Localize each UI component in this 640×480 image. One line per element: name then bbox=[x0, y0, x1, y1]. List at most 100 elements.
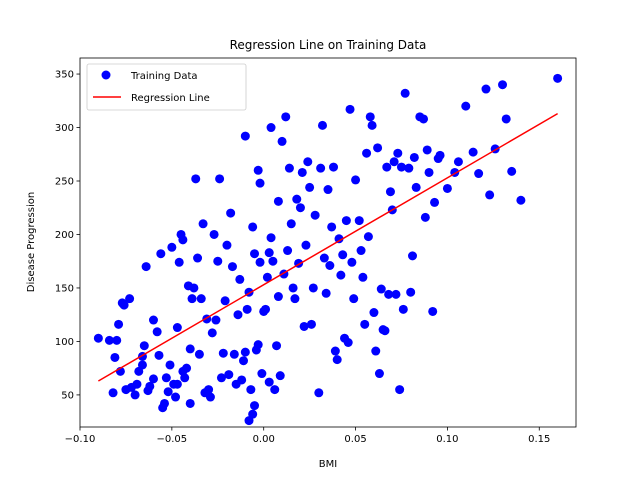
data-point bbox=[255, 178, 265, 188]
data-point bbox=[424, 167, 434, 177]
data-point bbox=[194, 349, 204, 359]
data-point bbox=[246, 385, 256, 395]
data-point bbox=[338, 250, 348, 260]
data-point bbox=[385, 187, 395, 197]
data-point bbox=[178, 235, 188, 245]
data-point bbox=[226, 208, 236, 218]
data-point bbox=[242, 304, 252, 314]
data-point bbox=[367, 120, 377, 130]
y-axis-label: Disease Progression bbox=[26, 192, 37, 292]
y-tick-label: 50 bbox=[61, 390, 74, 401]
data-point bbox=[239, 356, 248, 366]
data-point bbox=[400, 88, 410, 98]
x-tick-label: −0.10 bbox=[65, 434, 96, 445]
data-point bbox=[374, 369, 384, 379]
data-point bbox=[329, 162, 339, 172]
data-point bbox=[345, 104, 355, 114]
data-point bbox=[250, 249, 260, 259]
data-point bbox=[419, 114, 429, 124]
x-tick-label: −0.05 bbox=[157, 434, 188, 445]
data-point bbox=[389, 157, 399, 167]
data-point bbox=[222, 240, 232, 250]
data-point bbox=[380, 326, 390, 336]
data-point bbox=[93, 333, 103, 343]
data-point bbox=[264, 248, 274, 258]
data-point bbox=[314, 388, 324, 398]
data-point bbox=[371, 346, 381, 356]
data-point bbox=[248, 222, 258, 232]
data-point bbox=[204, 385, 214, 395]
data-point bbox=[270, 385, 280, 395]
data-point bbox=[207, 328, 217, 338]
data-point bbox=[306, 319, 316, 329]
data-point bbox=[211, 315, 221, 325]
data-point bbox=[382, 162, 392, 172]
data-point bbox=[220, 296, 230, 306]
data-point bbox=[233, 310, 243, 320]
data-point bbox=[354, 216, 364, 226]
legend-marker-training-data bbox=[101, 70, 111, 80]
data-point bbox=[235, 274, 245, 284]
data-point bbox=[229, 349, 239, 359]
data-point bbox=[139, 341, 149, 351]
data-point bbox=[119, 300, 129, 310]
regression-line-layer bbox=[97, 112, 559, 382]
data-point bbox=[261, 304, 271, 314]
data-point bbox=[474, 169, 484, 179]
data-point bbox=[130, 390, 140, 400]
data-point bbox=[114, 319, 124, 329]
data-point bbox=[104, 335, 114, 345]
y-tick-label: 200 bbox=[55, 230, 74, 241]
data-point bbox=[330, 346, 340, 356]
axes-frame bbox=[79, 57, 577, 428]
data-point bbox=[255, 257, 265, 267]
data-point bbox=[237, 375, 247, 385]
data-point bbox=[481, 84, 491, 94]
data-point bbox=[408, 251, 417, 261]
data-point bbox=[253, 165, 263, 175]
data-point bbox=[334, 234, 344, 244]
data-point bbox=[191, 174, 201, 184]
x-tick-label: 0.05 bbox=[344, 434, 366, 445]
data-point bbox=[209, 229, 219, 239]
x-axis-label: BMI bbox=[319, 459, 337, 470]
data-point bbox=[295, 203, 305, 213]
data-point bbox=[341, 216, 351, 226]
data-point bbox=[141, 262, 151, 272]
y-tick-label: 100 bbox=[55, 337, 74, 348]
legend: Training Data Regression Line bbox=[86, 63, 247, 111]
data-point bbox=[343, 338, 353, 347]
y-tick-label: 350 bbox=[55, 70, 74, 81]
data-point bbox=[253, 340, 263, 350]
x-tick-label: 0.00 bbox=[253, 434, 275, 445]
data-point bbox=[308, 283, 318, 293]
data-point bbox=[430, 197, 440, 207]
data-point bbox=[266, 123, 276, 133]
data-point bbox=[215, 174, 225, 184]
data-point bbox=[196, 294, 206, 304]
plot-area: −0.10 −0.05 0.00 0.05 0.10 0.15 50 100 150 200 25… bbox=[55, 57, 577, 445]
data-point bbox=[154, 350, 164, 360]
data-point bbox=[398, 304, 408, 314]
data-point bbox=[351, 175, 361, 185]
data-point bbox=[167, 242, 177, 252]
data-point bbox=[281, 112, 291, 122]
data-point bbox=[420, 212, 430, 222]
data-point bbox=[272, 341, 282, 351]
data-point bbox=[125, 294, 135, 304]
data-point bbox=[156, 249, 166, 259]
data-point bbox=[250, 401, 260, 411]
data-point bbox=[409, 152, 419, 162]
data-point bbox=[323, 185, 333, 195]
data-point bbox=[553, 73, 563, 83]
x-axis-ticks: −0.10 −0.05 0.00 0.05 0.10 0.15 bbox=[65, 427, 550, 445]
data-point bbox=[288, 283, 298, 293]
data-point bbox=[349, 294, 359, 304]
data-point bbox=[193, 253, 203, 263]
data-point bbox=[395, 385, 405, 395]
data-point bbox=[163, 387, 173, 397]
data-point bbox=[189, 283, 199, 293]
data-point bbox=[347, 257, 357, 267]
data-point bbox=[305, 182, 315, 192]
